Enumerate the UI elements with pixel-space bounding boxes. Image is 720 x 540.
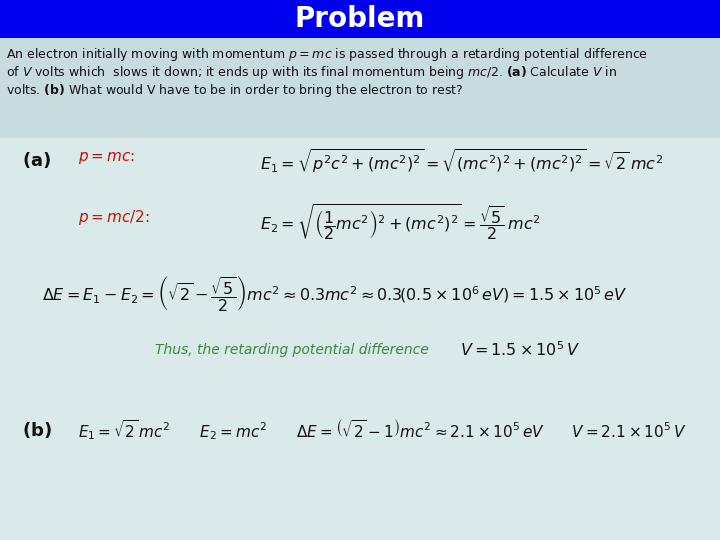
Text: Thus, the retarding potential difference: Thus, the retarding potential difference [155,343,428,357]
Text: $\mathit{p{=}mc/2}$:: $\mathit{p{=}mc/2}$: [78,208,150,227]
Text: $\mathbf{(b)}$: $\mathbf{(b)}$ [22,420,52,440]
Text: of $\mathbf{\mathit{V}}$ volts which  slows it down; it ends up with its final m: of $\mathbf{\mathit{V}}$ volts which slo… [6,64,617,81]
Bar [0,38,720,138]
Text: volts. $\mathbf{(b)}$ What would V have to be in order to bring the electron to : volts. $\mathbf{(b)}$ What would V have … [6,82,464,99]
Text: $E_1 = \sqrt{p^2c^2 + \left(mc^2\right)^2} = \sqrt{\left(mc^2\right)^2 + \left(m: $E_1 = \sqrt{p^2c^2 + \left(mc^2\right)^… [260,148,663,176]
Text: An electron initially moving with momentum $\mathbf{\mathit{p{=}mc}}$ is passed : An electron initially moving with moment… [6,46,648,63]
Text: $\mathbf{(a)}$: $\mathbf{(a)}$ [22,150,51,170]
Text: $E_2 = \sqrt{\left(\dfrac{1}{2}mc^2\right)^2 + \left(mc^2\right)^2} = \dfrac{\sq: $E_2 = \sqrt{\left(\dfrac{1}{2}mc^2\righ… [260,203,541,243]
Text: $V = 1.5\times10^5\,V$: $V = 1.5\times10^5\,V$ [460,340,580,359]
Text: $\Delta E = E_1 - E_2 = \left(\sqrt{2} - \dfrac{\sqrt{5}}{2}\right)mc^2 \approx : $\Delta E = E_1 - E_2 = \left(\sqrt{2} -… [42,275,628,314]
Text: $\mathit{p{=}mc}$:: $\mathit{p{=}mc}$: [78,150,135,166]
Bar [0,0,720,38]
Text: $E_1 = \sqrt{2}\,mc^2 \quad\quad E_2 = mc^2 \quad\quad \Delta E = \left(\sqrt{2}: $E_1 = \sqrt{2}\,mc^2 \quad\quad E_2 = m… [78,417,686,442]
Text: Problem: Problem [294,5,426,33]
